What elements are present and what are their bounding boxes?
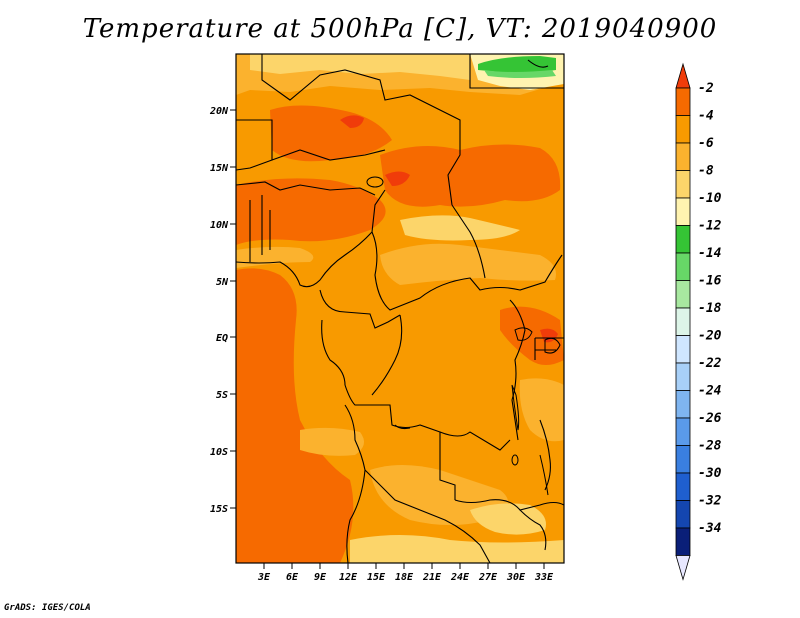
lon-tick-label: 12E <box>339 572 358 583</box>
colorbar-swatch <box>675 472 691 501</box>
lon-tick-label: 9E <box>314 572 327 583</box>
lat-tick-label: 5S <box>216 390 228 401</box>
country-borders <box>235 54 565 564</box>
colorbar-swatch <box>675 87 691 116</box>
colorbar-label: -26 <box>698 411 722 426</box>
lon-tick-label: 21E <box>422 572 442 583</box>
colorbar-label: -6 <box>698 136 714 151</box>
lat-tick-label: 10S <box>210 447 228 458</box>
colorbar-swatch <box>675 307 691 336</box>
colorbar-swatch <box>675 417 691 446</box>
colorbar-label: -20 <box>698 329 722 344</box>
colorbar-swatch <box>675 115 691 144</box>
colorbar-label: -24 <box>698 384 722 399</box>
colorbar-swatch <box>675 252 691 281</box>
colorbar-bottom-arrow <box>675 555 691 581</box>
colorbar-label: -8 <box>698 164 714 179</box>
colorbar-label: -30 <box>698 466 722 481</box>
colorbar-label: -14 <box>698 246 722 261</box>
lat-tick-label: 5N <box>216 277 229 288</box>
lon-tick-label: 33E <box>534 572 554 583</box>
colorbar-label: -2 <box>698 81 714 96</box>
colorbar-label: -18 <box>698 301 722 316</box>
lat-tick-label: 15N <box>210 163 229 174</box>
colorbar: -2 -4 -6 -8 -10 -12 -14 -16 -18 -20 -22 -24 -26 -28 -3… <box>675 62 722 581</box>
colorbar-swatch <box>675 445 691 474</box>
map-frame <box>235 53 565 564</box>
colorbar-swatch <box>675 500 691 529</box>
colorbar-label: -32 <box>698 494 722 509</box>
grads-credit: GrADS: IGES/COLA <box>4 603 91 613</box>
lat-tick-label: 10N <box>210 220 229 231</box>
colorbar-swatch <box>675 197 691 226</box>
colorbar-swatch <box>675 362 691 391</box>
latitude-axis: 20N 15N 10N 5N EQ 5S 10S 15S <box>209 106 236 515</box>
lakes <box>366 176 561 496</box>
temperature-field <box>236 54 564 563</box>
lon-tick-label: 27E <box>478 572 498 583</box>
lat-tick-label: 20N <box>209 106 229 117</box>
colorbar-swatch <box>675 142 691 171</box>
colorbar-label: -4 <box>698 109 714 124</box>
colorbar-label: -12 <box>698 219 722 234</box>
colorbar-swatch <box>675 170 691 199</box>
colorbar-swatch <box>675 280 691 309</box>
lat-tick-label: EQ <box>216 333 228 344</box>
colorbar-swatch <box>675 335 691 364</box>
lon-tick-label: 30E <box>506 572 526 583</box>
lon-tick-label: 18E <box>395 572 414 583</box>
lon-tick-label: 24E <box>450 572 470 583</box>
colorbar-swatch <box>675 527 691 556</box>
colorbar-swatch <box>675 225 691 254</box>
longitude-axis: 3E 6E 9E 12E 15E 18E 21E 24E 27E 30E 33E <box>257 563 554 583</box>
colorbar-label: -16 <box>698 274 722 289</box>
lat-tick-label: 15S <box>210 504 228 515</box>
chart-title: Temperature at 500hPa [C], VT: 201904090… <box>82 14 718 44</box>
colorbar-label: -28 <box>698 439 722 454</box>
colorbar-label: -10 <box>698 191 722 206</box>
colorbar-label: -34 <box>698 521 722 536</box>
colorbar-swatch <box>675 390 691 419</box>
lon-tick-label: 6E <box>286 572 299 583</box>
lon-tick-label: 15E <box>367 572 386 583</box>
lon-tick-label: 3E <box>257 572 271 583</box>
colorbar-label: -22 <box>698 356 722 371</box>
colorbar-top-arrow <box>675 62 691 89</box>
